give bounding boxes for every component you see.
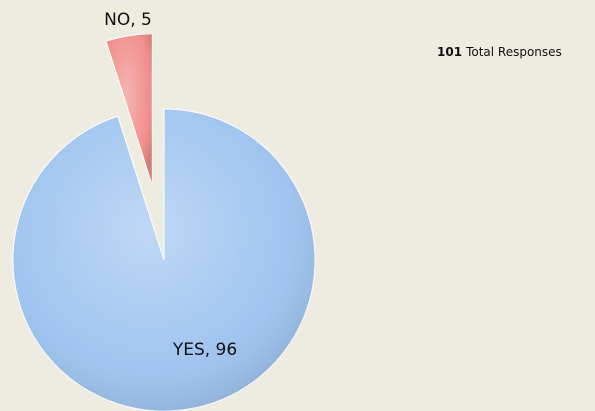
total-value: 101 (437, 45, 462, 59)
total-responses: 101 Total Responses (437, 45, 562, 59)
slice-shine (13, 109, 315, 411)
total-text: Total Responses (465, 45, 562, 59)
slice-shine (106, 33, 153, 185)
data-label: YES, 96 (172, 340, 237, 360)
data-label: NO, 5 (104, 10, 152, 30)
pie (12, 33, 316, 411)
